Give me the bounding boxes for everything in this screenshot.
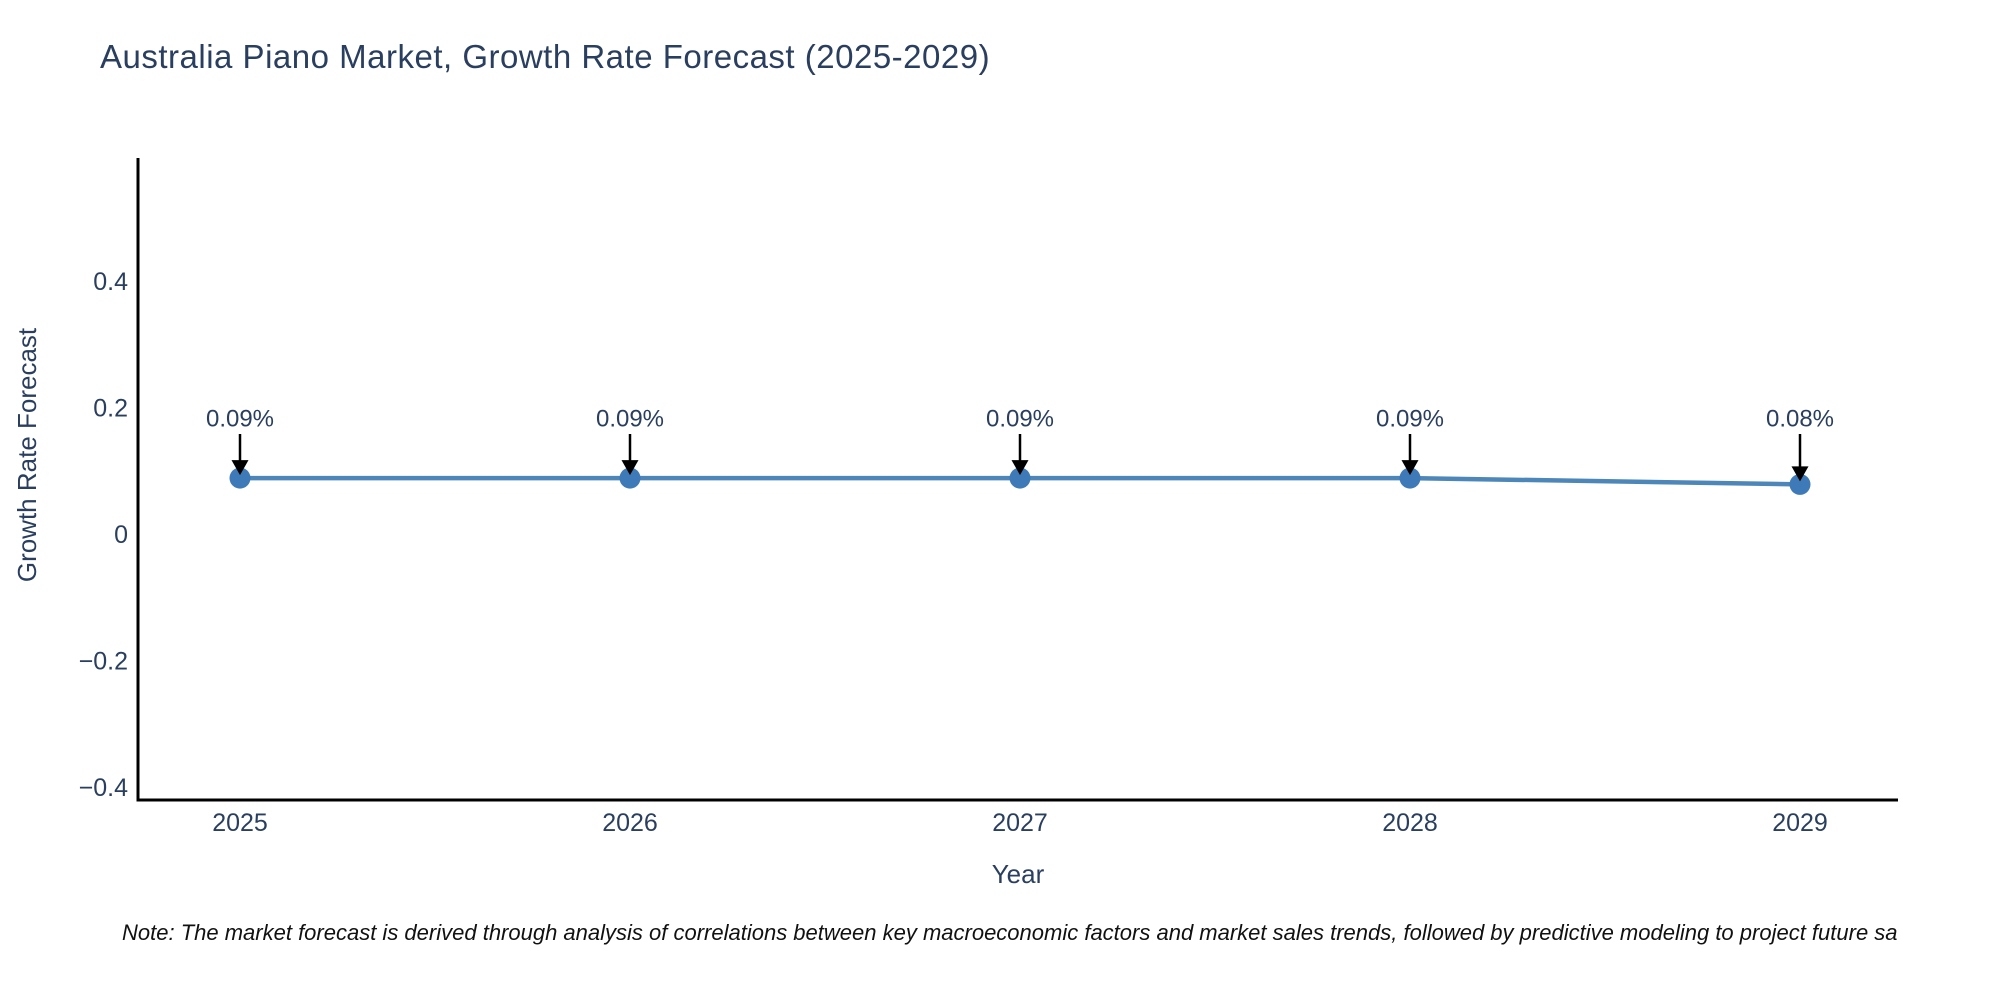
annotation-label: 0.09%: [1376, 406, 1444, 433]
chart-title: Australia Piano Market, Growth Rate Fore…: [100, 38, 991, 75]
annotation-arrowhead: [231, 460, 249, 476]
x-tick-label: 2025: [212, 809, 268, 837]
y-tick-label: −0.4: [79, 774, 128, 802]
x-tick-label: 2027: [992, 809, 1048, 837]
x-tick-label: 2029: [1772, 809, 1828, 837]
x-axis-title: Year: [992, 859, 1045, 889]
y-tick-label: 0.4: [93, 268, 128, 296]
series-layer: [229, 467, 1811, 495]
y-tick-label: 0: [114, 521, 128, 549]
annotation-arrowhead: [1011, 460, 1029, 476]
data-point-marker: [229, 467, 251, 489]
annotation-label: 0.09%: [596, 406, 664, 433]
x-tick-label: 2026: [602, 809, 658, 837]
data-point-marker: [1399, 467, 1421, 489]
y-tick-label: −0.2: [79, 648, 128, 676]
annotation-label: 0.08%: [1766, 406, 1834, 433]
data-point-marker: [1009, 467, 1031, 489]
axes-layer: 0.4 0.2 0 −0.2 −0.4 2025 2026 2027 2028 2029: [79, 158, 1898, 837]
annotation-arrowhead: [1791, 466, 1809, 482]
annotation-arrowhead: [1401, 460, 1419, 476]
y-tick-label: 0.2: [93, 395, 128, 423]
annotation-label: 0.09%: [206, 406, 274, 433]
footnote-text: Note: The market forecast is derived thr…: [122, 920, 1898, 945]
data-point-marker: [619, 467, 641, 489]
annotation-label: 0.09%: [986, 406, 1054, 433]
annotation-layer: 0.09% 0.09% 0.09% 0.09% 0.08%: [206, 406, 1834, 482]
annotation-arrowhead: [621, 460, 639, 476]
x-tick-label: 2028: [1382, 809, 1438, 837]
y-axis-title: Growth Rate Forecast: [12, 327, 42, 582]
data-point-marker: [1789, 473, 1811, 495]
